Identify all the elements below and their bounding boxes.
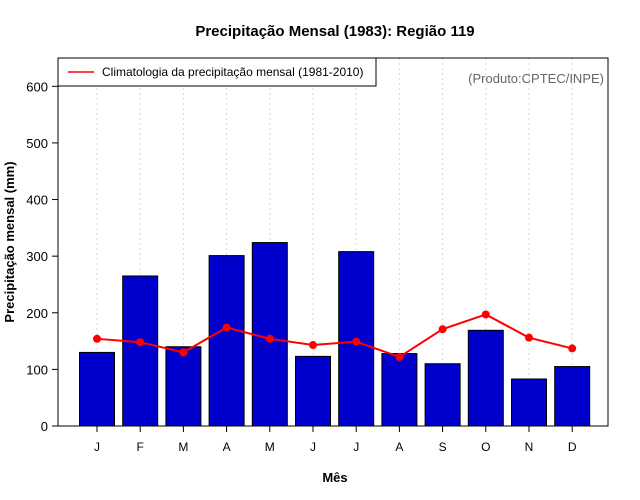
bar-3 bbox=[165, 346, 202, 427]
x-tick-label: A bbox=[223, 440, 231, 454]
climatology-point-2 bbox=[136, 338, 145, 347]
y-tick-label: 0 bbox=[41, 419, 48, 434]
bar-8 bbox=[381, 353, 418, 427]
x-tick-label: M bbox=[265, 440, 275, 454]
x-tick-label: N bbox=[525, 440, 534, 454]
y-tick-label: 200 bbox=[26, 306, 48, 321]
bar-11 bbox=[511, 378, 547, 427]
bar-6 bbox=[295, 355, 331, 427]
legend-box bbox=[57, 57, 377, 87]
climatology-point-5 bbox=[265, 334, 274, 343]
x-tick-label: O bbox=[481, 440, 490, 454]
x-tick-label: J bbox=[310, 440, 316, 454]
climatology-point-1 bbox=[93, 334, 101, 343]
climatology-point-11 bbox=[525, 333, 533, 342]
bar-1 bbox=[79, 351, 115, 427]
source-annotation: (Produto:CPTEC/INPE) bbox=[468, 71, 604, 86]
climatology-point-10 bbox=[481, 310, 490, 319]
climatology-point-4 bbox=[222, 323, 231, 332]
bar-12 bbox=[554, 366, 591, 427]
x-tick-label: J bbox=[353, 440, 359, 454]
bar-10 bbox=[467, 329, 504, 427]
x-tick-label: D bbox=[568, 440, 577, 454]
x-tick-label: M bbox=[178, 440, 188, 454]
legend: Climatologia da precipitação mensal (198… bbox=[57, 57, 377, 87]
bar-series bbox=[79, 242, 591, 427]
y-tick-label: 600 bbox=[26, 79, 48, 94]
legend-label: Climatologia da precipitação mensal (198… bbox=[102, 65, 363, 79]
y-axis-label: Precipitação mensal (mm) bbox=[2, 161, 17, 322]
y-tick-label: 100 bbox=[26, 362, 48, 377]
y-tick-label: 500 bbox=[26, 136, 48, 151]
climatology-point-7 bbox=[352, 337, 361, 346]
climatology-point-3 bbox=[179, 348, 188, 357]
x-tick-label: A bbox=[395, 440, 403, 454]
climatology-point-12 bbox=[568, 344, 577, 353]
climatology-point-9 bbox=[438, 325, 447, 334]
bar-5 bbox=[251, 242, 288, 427]
bar-9 bbox=[424, 363, 461, 427]
x-tick-label: S bbox=[439, 440, 447, 454]
climatology-point-6 bbox=[309, 341, 317, 350]
y-tick-label: 400 bbox=[26, 193, 48, 208]
x-tick-label: J bbox=[94, 440, 100, 454]
climatology-point-8 bbox=[395, 352, 404, 361]
y-tick-label: 300 bbox=[26, 249, 48, 264]
climatology-series bbox=[93, 310, 577, 361]
x-tick-label: F bbox=[137, 440, 144, 454]
x-axis-label: Mês bbox=[322, 470, 347, 485]
y-axis: 0 100 200 300 400 500 600 bbox=[26, 79, 58, 434]
climatology-line bbox=[96, 313, 573, 359]
bar-4 bbox=[208, 255, 245, 427]
bar-2 bbox=[122, 275, 159, 427]
chart-title: Precipitação Mensal (1983): Região 119 bbox=[195, 23, 474, 40]
